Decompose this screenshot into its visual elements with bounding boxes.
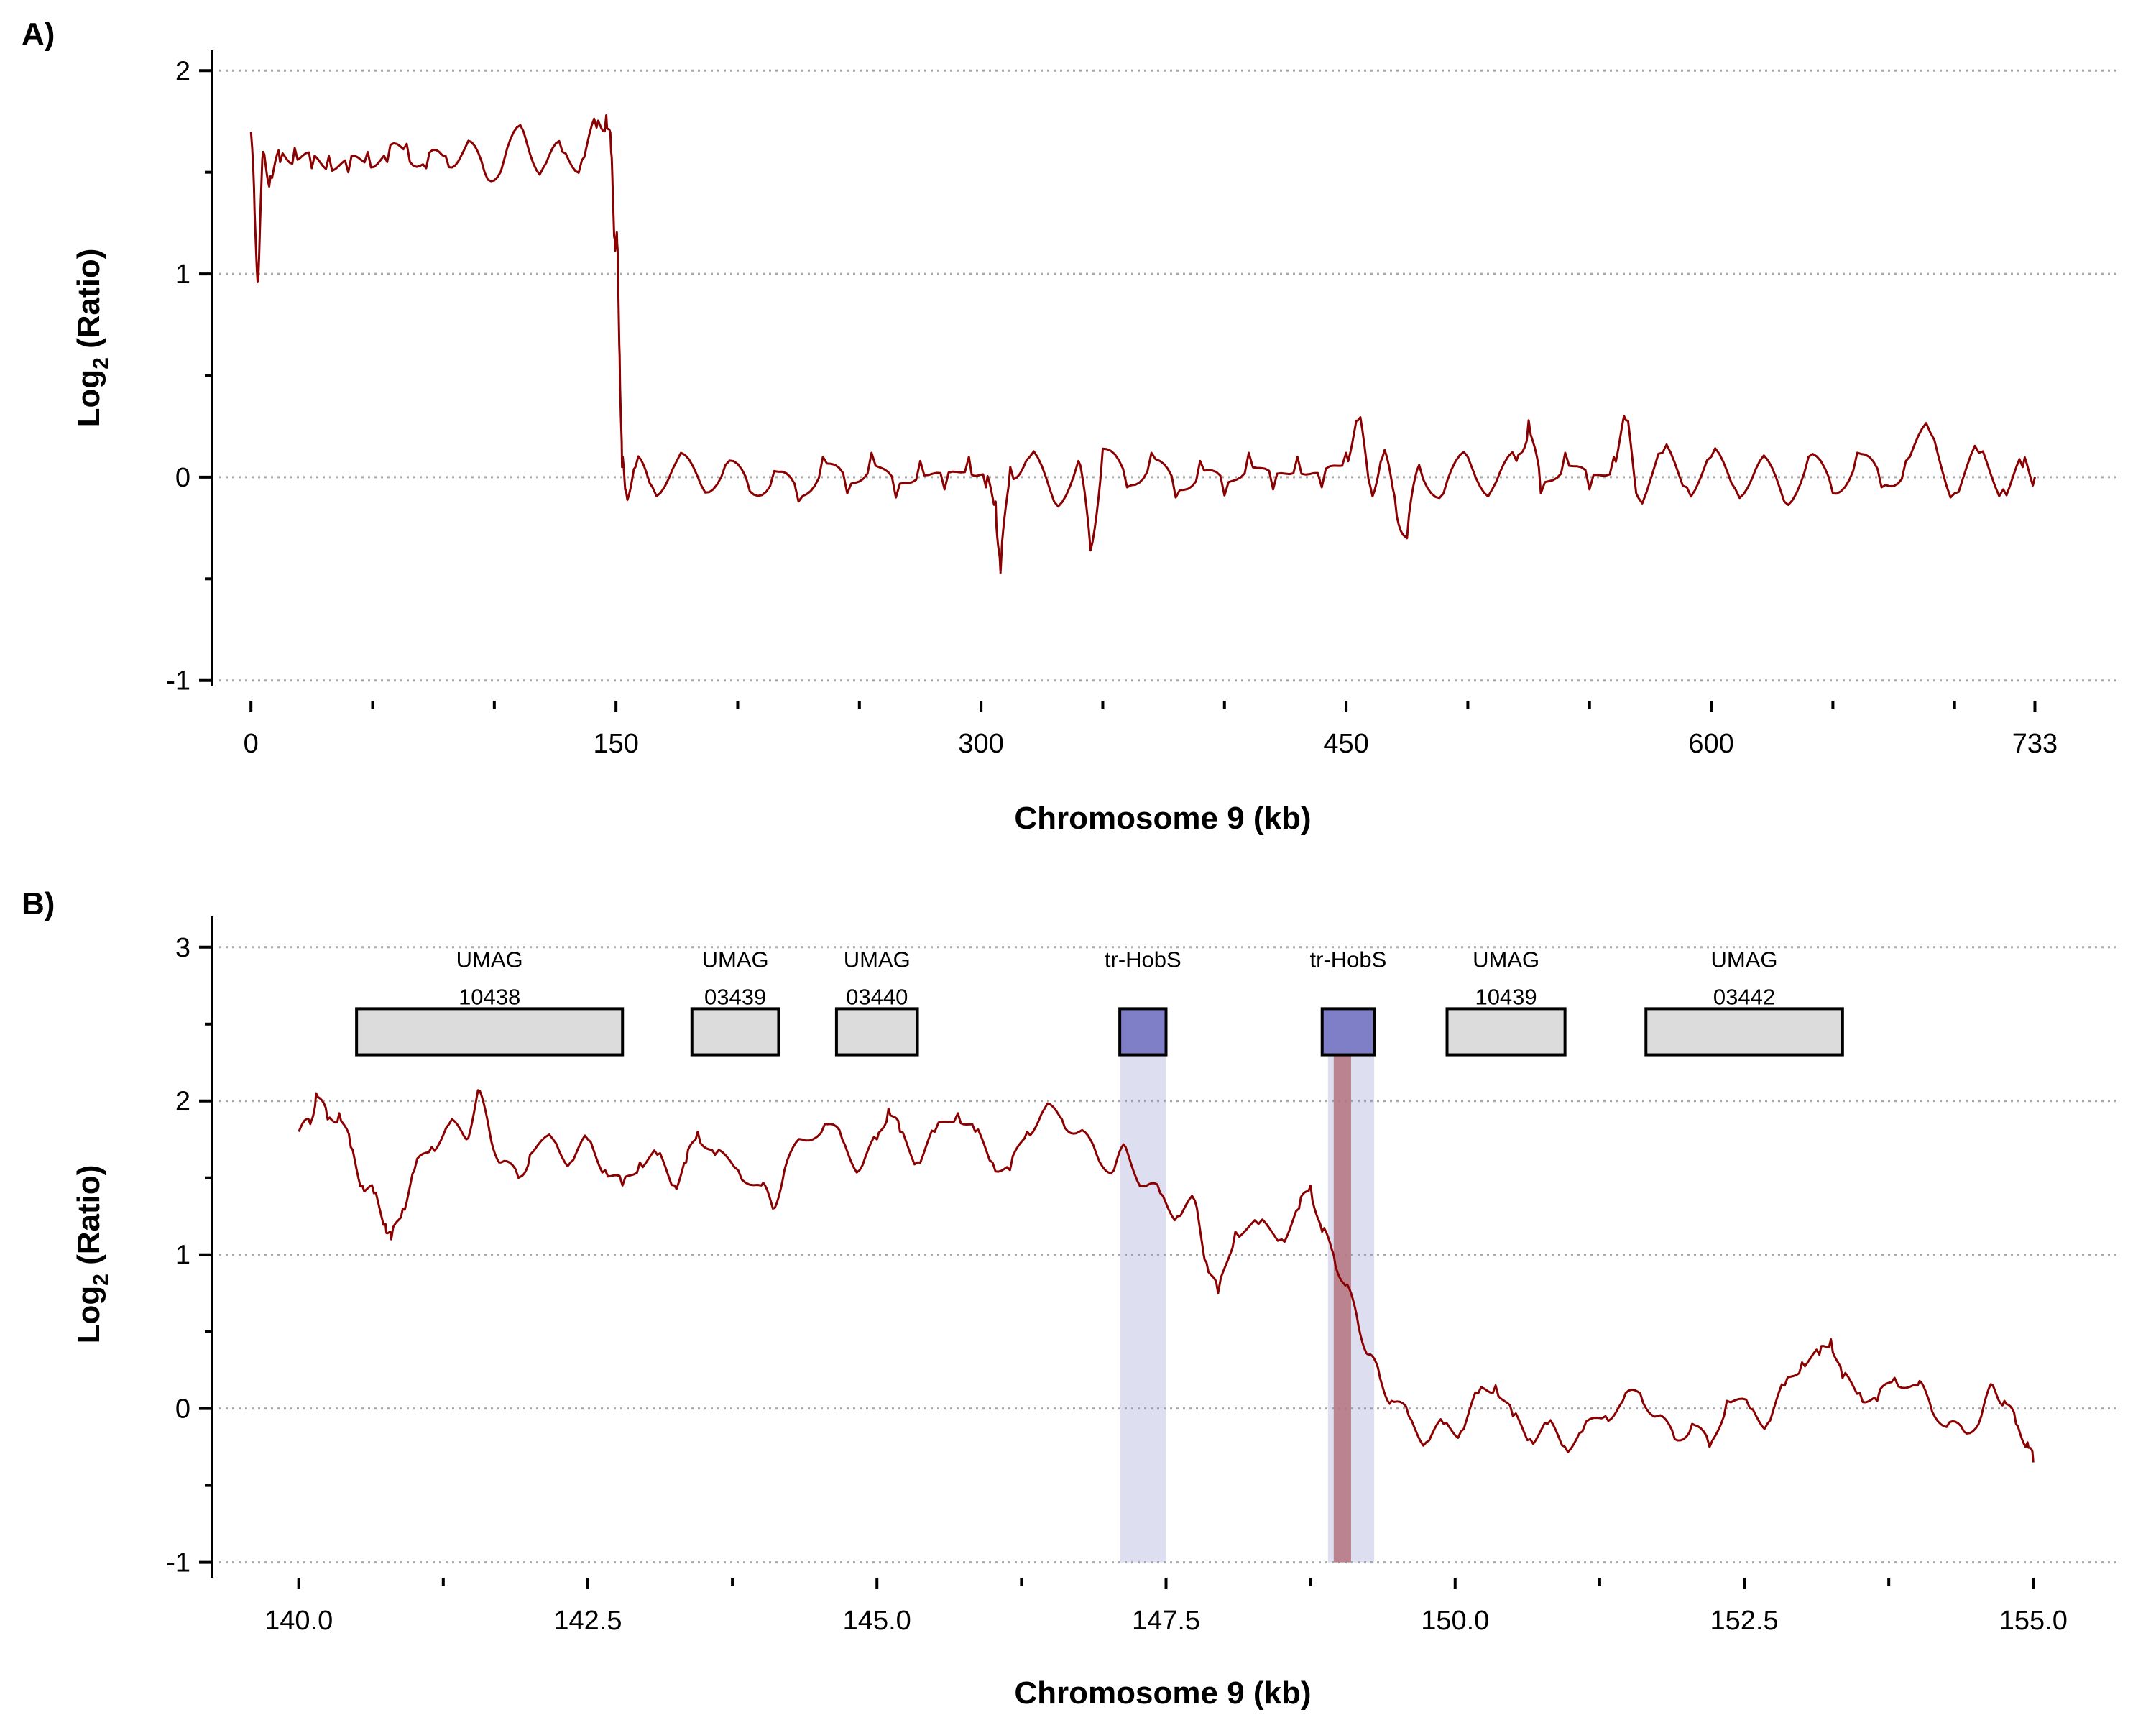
panel-b-y-ticks: -1 0 1 2 3	[166, 933, 212, 1578]
panel-b-y-title-main: Log	[71, 1286, 106, 1344]
y-tick-label: -1	[166, 1548, 190, 1578]
highlight-band	[1120, 1054, 1166, 1563]
x-tick-label: 0	[244, 729, 259, 759]
panel-a-y-ticks: -1 0 1 2	[166, 56, 212, 696]
x-tick-label: 150.0	[1421, 1606, 1489, 1636]
panel-b-y-title-sub: 2	[89, 1274, 113, 1286]
gene-box	[1445, 1007, 1567, 1057]
panel-a-y-title: Log2 (Ratio)	[71, 249, 113, 428]
x-tick-label: 733	[2012, 729, 2058, 759]
panel-b: B) UMAG 10438 UMAG 03439 UMAG 03440 tr-HobS tr-…	[22, 886, 2120, 1711]
y-tick-label: 2	[175, 56, 190, 86]
x-tick-label: 450	[1323, 729, 1368, 759]
gene-label-line1: UMAG	[1711, 947, 1778, 972]
x-tick-label: 140.0	[264, 1606, 333, 1636]
y-tick-label: 1	[175, 1241, 190, 1271]
panel-b-genes: UMAG 10438 UMAG 03439 UMAG 03440 tr-HobS tr-Hob…	[355, 947, 1844, 1057]
gene-label-line2: 03440	[846, 984, 908, 1009]
x-tick-label: 152.5	[1710, 1606, 1778, 1636]
x-tick-label: 300	[958, 729, 1003, 759]
gene-label-line1: UMAG	[456, 947, 523, 972]
panel-a: A) -1 0 1 2 0 150 300 450 600 733 Chromosome 9 (…	[22, 17, 2120, 836]
gene-label-line2: 03439	[704, 984, 766, 1009]
panel-a-y-title-main: Log	[71, 369, 106, 428]
gene-box	[834, 1007, 919, 1057]
gene-label-line1: UMAG	[844, 947, 911, 972]
panel-a-x-title: Chromosome 9 (kb)	[1014, 801, 1311, 836]
y-tick-label: 0	[175, 463, 190, 493]
y-tick-label: 3	[175, 933, 190, 963]
panel-b-y-title: Log2 (Ratio)	[71, 1165, 113, 1344]
gene-label-line1: tr-HobS	[1310, 947, 1387, 972]
series-line	[298, 1089, 2035, 1463]
panel-a-y-title-sub: 2	[89, 357, 113, 369]
x-tick-label: 142.5	[553, 1606, 622, 1636]
highlight-band	[1333, 1054, 1351, 1563]
gene-label-line1: UMAG	[702, 947, 769, 972]
y-tick-label: -1	[166, 666, 190, 696]
panel-b-trace	[298, 1089, 2035, 1463]
y-tick-label: 1	[175, 259, 190, 290]
x-tick-label: 147.5	[1132, 1606, 1200, 1636]
x-tick-label: 145.0	[843, 1606, 911, 1636]
x-tick-label: 155.0	[1999, 1606, 2068, 1636]
x-tick-label: 600	[1688, 729, 1733, 759]
gene-box	[355, 1007, 625, 1057]
gene-box	[1644, 1007, 1844, 1057]
panel-a-trace	[249, 114, 2036, 574]
panel-b-label: B)	[22, 886, 55, 921]
panel-b-x-ticks: 140.0 142.5 145.0 147.5 150.0 152.5 155.0	[264, 1578, 2068, 1636]
gene-label-line2: 10439	[1475, 984, 1537, 1009]
gene-label-line1: tr-HobS	[1105, 947, 1181, 972]
x-tick-label: 150	[593, 729, 638, 759]
gene-box	[1320, 1007, 1376, 1057]
y-tick-label: 0	[175, 1394, 190, 1425]
y-tick-label: 2	[175, 1087, 190, 1117]
gene-label-line2: 03442	[1713, 984, 1775, 1009]
panel-a-x-ticks: 0 150 300 450 600 733	[244, 701, 2058, 759]
series-line	[249, 114, 2036, 574]
panel-b-y-title-rest: (Ratio)	[71, 1165, 106, 1274]
panel-a-label: A)	[22, 17, 55, 52]
panel-b-highlights	[1120, 1054, 1375, 1563]
gene-label-line1: UMAG	[1473, 947, 1539, 972]
gene-label-line2: 10438	[459, 984, 520, 1009]
gene-box	[690, 1007, 780, 1057]
panel-b-x-title: Chromosome 9 (kb)	[1014, 1675, 1311, 1711]
gene-box	[1118, 1007, 1168, 1057]
panel-a-y-title-rest: (Ratio)	[71, 249, 106, 358]
